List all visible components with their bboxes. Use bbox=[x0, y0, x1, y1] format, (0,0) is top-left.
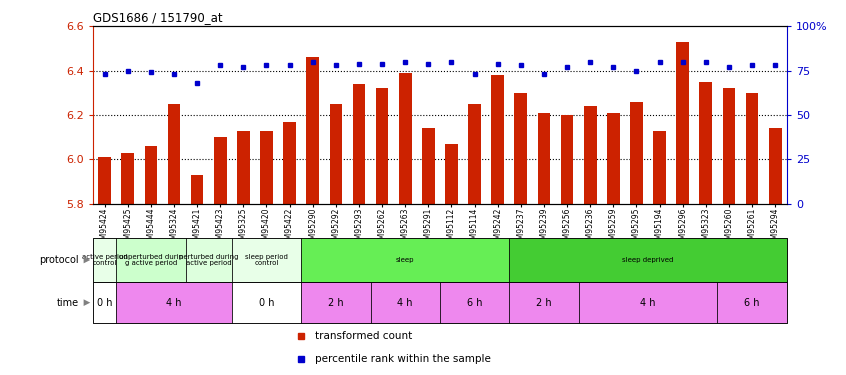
Text: 4 h: 4 h bbox=[398, 298, 413, 307]
Bar bbox=[116, 282, 232, 323]
Bar bbox=[700, 82, 712, 204]
Bar bbox=[121, 153, 135, 204]
Text: sleep period
control: sleep period control bbox=[245, 254, 288, 266]
Bar bbox=[232, 282, 301, 323]
Text: 4 h: 4 h bbox=[167, 298, 182, 307]
Text: active period
control: active period control bbox=[82, 254, 128, 266]
Bar bbox=[93, 238, 116, 282]
Text: sleep: sleep bbox=[396, 257, 415, 263]
Bar bbox=[745, 93, 759, 204]
Bar bbox=[168, 104, 180, 204]
Text: 4 h: 4 h bbox=[640, 298, 656, 307]
Bar bbox=[509, 282, 579, 323]
Bar bbox=[283, 122, 296, 204]
Bar bbox=[190, 175, 204, 204]
Bar bbox=[329, 104, 343, 204]
Bar bbox=[561, 115, 574, 204]
Bar bbox=[769, 128, 782, 204]
Bar bbox=[237, 130, 250, 204]
Bar bbox=[371, 282, 440, 323]
Bar bbox=[492, 75, 504, 204]
Bar bbox=[653, 130, 666, 204]
Bar bbox=[301, 282, 371, 323]
Bar bbox=[630, 102, 643, 204]
Text: GDS1686 / 151790_at: GDS1686 / 151790_at bbox=[93, 11, 222, 24]
Bar bbox=[301, 238, 509, 282]
Text: time: time bbox=[57, 298, 80, 307]
Bar bbox=[722, 88, 735, 204]
Bar bbox=[445, 144, 458, 204]
Bar bbox=[584, 106, 596, 204]
Text: 6 h: 6 h bbox=[744, 298, 760, 307]
Bar bbox=[376, 88, 388, 204]
Text: 2 h: 2 h bbox=[328, 298, 343, 307]
Bar bbox=[260, 130, 273, 204]
Bar bbox=[537, 113, 551, 204]
Text: percentile rank within the sample: percentile rank within the sample bbox=[315, 354, 491, 364]
Bar bbox=[232, 238, 301, 282]
Bar bbox=[353, 84, 365, 204]
Bar bbox=[145, 146, 157, 204]
Bar bbox=[422, 128, 435, 204]
Bar bbox=[579, 282, 717, 323]
Text: 6 h: 6 h bbox=[467, 298, 482, 307]
Text: protocol: protocol bbox=[40, 255, 80, 265]
Text: 2 h: 2 h bbox=[536, 298, 552, 307]
Bar bbox=[676, 42, 689, 204]
Bar bbox=[214, 137, 227, 204]
Text: perturbed during
active period: perturbed during active period bbox=[179, 254, 239, 266]
Text: 0 h: 0 h bbox=[97, 298, 113, 307]
Text: transformed count: transformed count bbox=[315, 330, 412, 340]
Text: 0 h: 0 h bbox=[259, 298, 274, 307]
Bar bbox=[514, 93, 527, 204]
Text: unperturbed durin
g active period: unperturbed durin g active period bbox=[118, 254, 183, 266]
Bar bbox=[717, 282, 787, 323]
Bar bbox=[185, 238, 232, 282]
Text: sleep deprived: sleep deprived bbox=[623, 257, 673, 263]
Bar bbox=[440, 282, 509, 323]
Bar bbox=[306, 57, 319, 204]
Bar bbox=[509, 238, 787, 282]
Bar bbox=[468, 104, 481, 204]
Bar bbox=[98, 157, 111, 204]
Bar bbox=[398, 73, 412, 204]
Bar bbox=[607, 113, 620, 204]
Bar bbox=[116, 238, 185, 282]
Bar bbox=[93, 282, 116, 323]
